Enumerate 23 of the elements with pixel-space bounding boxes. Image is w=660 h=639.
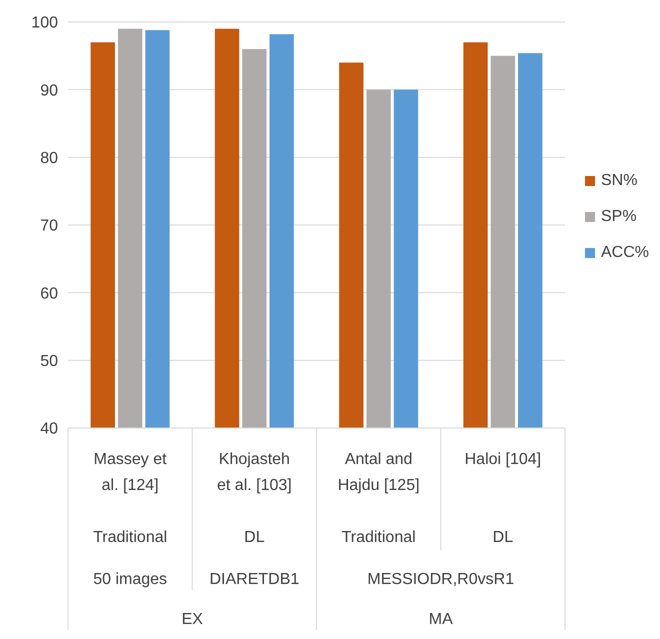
legend-label: SN% (601, 172, 638, 189)
x-tick-label: Haloi [104] (464, 451, 542, 468)
text: DL (244, 529, 265, 546)
y-tick-label: 90 (40, 82, 58, 100)
y-tick-label: 40 (40, 420, 58, 438)
y-tick-label: 60 (40, 285, 58, 302)
y-tick-label: 100 (31, 14, 58, 32)
y-tick-label: 50 (40, 352, 58, 370)
text: 50 images (93, 571, 168, 588)
x-tick-label: Khojasteh et al. [103] (217, 451, 292, 494)
text: MESSIODR,R0vsR1 (367, 571, 514, 588)
y-tick-label: 80 (40, 150, 58, 167)
x-tick-label: Antal and Hajdu [125] (338, 451, 420, 494)
text: DL (492, 529, 514, 546)
legend-label: ACC% (601, 244, 650, 261)
text: Traditional (93, 529, 168, 546)
text: Traditional (342, 529, 416, 546)
y-tick-label: 70 (40, 218, 58, 235)
legend-label: SP% (601, 208, 637, 225)
text: EX (182, 611, 204, 628)
x-tick-label: Massey et al. [124] (94, 451, 168, 494)
text: DIARETDB1 (209, 571, 300, 588)
text: MA (428, 611, 454, 628)
